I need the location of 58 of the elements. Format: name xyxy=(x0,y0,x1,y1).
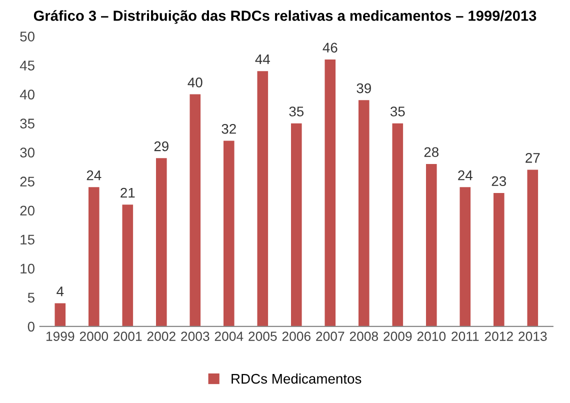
bar xyxy=(54,303,66,326)
data-label: 39 xyxy=(356,83,371,94)
bar xyxy=(392,123,404,326)
y-tick-label: 35 xyxy=(20,118,34,128)
bar xyxy=(122,204,134,326)
data-label: 27 xyxy=(526,152,540,163)
data-label: 32 xyxy=(222,124,236,134)
data-label: 44 xyxy=(255,54,270,64)
y-tick-label: 15 xyxy=(20,234,34,245)
data-label: 28 xyxy=(424,147,439,158)
y-tick-label: 30 xyxy=(20,148,34,158)
y-tick-label: 50 xyxy=(20,32,34,42)
data-label: 35 xyxy=(390,106,405,116)
data-label: 24 xyxy=(458,170,472,180)
x-tick-label: 2012 xyxy=(484,332,513,341)
data-label: 23 xyxy=(492,176,506,186)
bar xyxy=(527,170,538,326)
x-tick-label: 2011 xyxy=(452,332,479,341)
y-tick-label: 10 xyxy=(20,264,34,274)
y-tick-label: 25 xyxy=(20,176,34,187)
bar xyxy=(291,123,302,326)
data-label: 21 xyxy=(120,188,135,198)
data-label: 24 xyxy=(86,170,102,180)
bar xyxy=(190,94,201,326)
data-label: 40 xyxy=(188,78,202,88)
x-tick-label: 2009 xyxy=(384,332,412,341)
x-tick-label: 2006 xyxy=(282,332,310,341)
y-tick-label: 45 xyxy=(20,60,34,70)
chart-title: Gráfico 3 – Distribuição das RDCs relativas a medicamentos – 1999/2013 xyxy=(34,10,536,24)
bar xyxy=(88,187,100,326)
bar xyxy=(224,140,234,326)
y-tick-label: 0 xyxy=(28,322,34,332)
data-label: 4 xyxy=(56,286,64,296)
x-tick-label: 1999 xyxy=(46,332,74,341)
x-tick-label: 2001 xyxy=(114,332,142,341)
y-tick-label: 20 xyxy=(20,206,34,216)
x-tick-label: 2010 xyxy=(417,332,446,341)
x-tick-label: 2003 xyxy=(181,332,210,341)
bar xyxy=(460,187,471,326)
x-tick-label: 2004 xyxy=(214,332,244,341)
y-tick-label: 40 xyxy=(20,90,34,100)
x-tick-label: 2000 xyxy=(80,332,108,341)
x-tick-label: 2008 xyxy=(350,332,378,341)
data-label: 46 xyxy=(322,42,338,53)
x-tick-label: 2007 xyxy=(316,332,344,341)
bar xyxy=(426,164,437,326)
bar xyxy=(156,158,167,326)
data-label: 35 xyxy=(289,106,304,116)
y-tick-label: 5 xyxy=(28,292,34,303)
legend-label: RDCs Medicamentos xyxy=(232,374,362,384)
data-label: 29 xyxy=(154,141,168,152)
bar xyxy=(324,59,336,326)
bar xyxy=(358,100,370,326)
bar xyxy=(494,192,504,326)
x-tick-label: 2005 xyxy=(248,332,277,341)
x-tick-label: 2013 xyxy=(518,332,547,341)
bar xyxy=(257,71,268,326)
x-tick-label: 2002 xyxy=(147,332,176,341)
